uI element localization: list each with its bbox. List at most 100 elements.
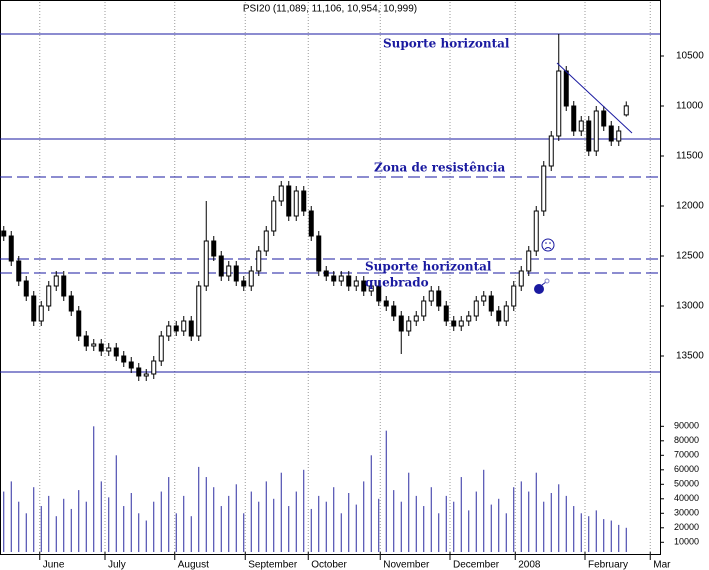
y-tick-label: 13500 [676,351,704,362]
candle-body [488,295,494,312]
volume-tick-label: 80000 [674,435,699,445]
bomb-icon [534,278,550,294]
candle-body [323,270,329,277]
x-tick-label: 2008 [518,560,541,570]
candle-body [383,300,389,307]
candle-body [503,305,509,322]
annotation: Zona de resistência [374,161,505,175]
candle-body [473,300,479,317]
x-tick-label: December [453,560,500,570]
y-tick-label: 12500 [676,251,704,262]
candle-body [421,300,427,317]
frame [0,0,661,555]
candle-body [316,235,322,272]
candle-body [458,320,464,327]
candle-body [436,290,442,307]
candle-body [346,275,352,287]
x-tick-label: June [43,560,65,570]
trend-line [556,62,633,134]
candle-body [511,285,517,307]
candle-body [31,295,37,322]
x-tick-label: February [588,560,628,570]
candle-body [541,165,547,212]
candle-body [601,110,607,127]
volume-tick-label: 30000 [674,508,699,518]
candle-body [353,280,359,287]
candle-body [218,255,224,277]
candle-body [256,250,262,272]
candle-body [533,210,539,252]
candle-body [286,185,292,217]
y-tick-label: 11500 [676,151,704,162]
candle-body [16,260,22,282]
annotation: quebrado [365,276,429,290]
candle-body [271,200,277,232]
candle-body [263,230,269,252]
volume-tick-label: 20000 [674,522,699,532]
candle-body [308,210,314,237]
candle-body [166,325,172,337]
candle-body [38,305,44,322]
candle-body [53,275,59,287]
x-tick-label: July [108,560,126,570]
candle-body [616,130,622,142]
candle-body [158,335,164,362]
candle-body [526,250,532,272]
candle-body [578,120,584,132]
y-tick-label: 11000 [676,101,704,112]
candle-body [301,190,307,212]
candle-body [278,185,284,202]
candle-body [106,347,112,352]
x-tick-label: September [248,560,298,570]
candle-body [406,320,412,332]
candle-body [83,335,89,347]
annotation: Suporte horizontal [365,260,492,274]
candle-body [586,120,592,152]
candle-body [8,235,14,262]
candle-body [76,310,82,337]
x-tick-label: November [383,560,430,570]
sad-face-icon [541,238,555,252]
candle-body [143,373,149,377]
candle-body [376,285,382,302]
candle-body [181,320,187,332]
candle-body [556,70,562,137]
candle-body [548,135,554,167]
candle-body [136,367,142,377]
candle-body [293,190,299,217]
x-tick-label: Mar [653,560,671,570]
volume-tick-label: 10000 [674,537,699,547]
candle-body [98,343,104,352]
candle-body [608,125,614,142]
candle-body [23,280,29,297]
annotation: Suporte horizontal [383,37,510,51]
chart-title: PSI20 (11,089, 11,106, 10,954, 10,999) [243,4,417,15]
y-tick-label: 10500 [676,51,704,62]
y-tick-label: 13000 [676,301,704,312]
candle-body [68,295,74,312]
candle-body [226,265,232,277]
candle-body [443,305,449,322]
x-tick-label: August [178,560,209,570]
candle-body [91,343,97,347]
candle-body [61,275,67,297]
candle-body [398,315,404,332]
candle-body [338,275,344,282]
volume-tick-label: 60000 [674,464,699,474]
candle-body [151,360,157,375]
candle-body [128,361,134,369]
candle-body [361,280,367,292]
volume-tick-label: 70000 [674,450,699,460]
candle-body [233,265,239,282]
candle-body [248,270,254,287]
candle-body [428,290,434,302]
candle-body [203,240,209,287]
candle-body [188,320,194,337]
candle-body [413,315,419,322]
candle-body [241,280,247,287]
candle-body [391,305,397,317]
candle-body [196,285,202,337]
candle-body [571,105,577,132]
y-tick-label: 12000 [676,201,704,212]
